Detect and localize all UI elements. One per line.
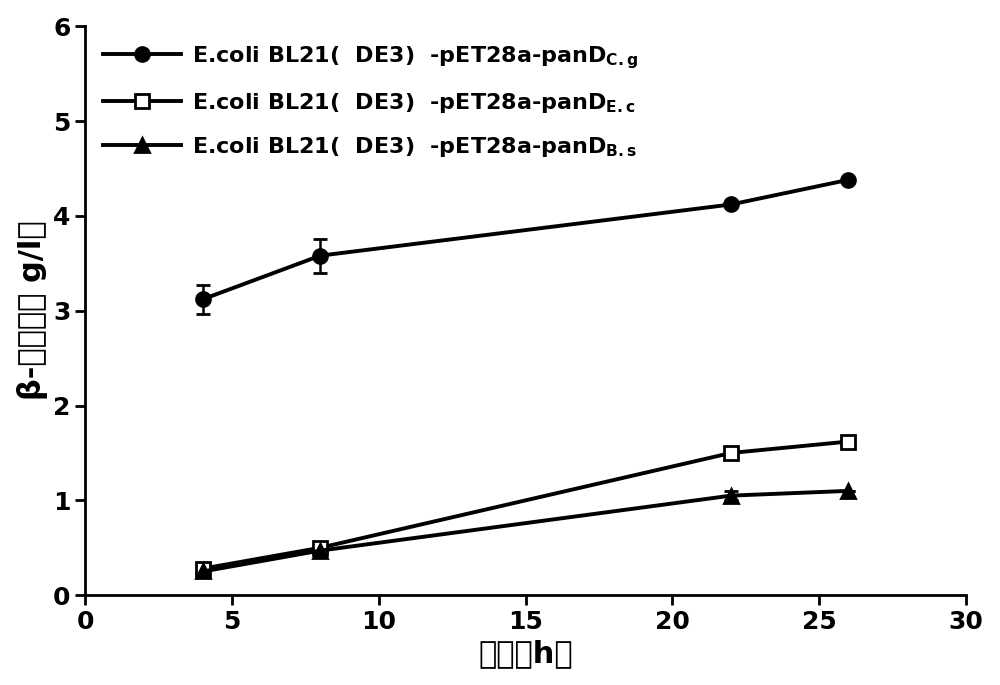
X-axis label: 时间（h）: 时间（h）	[478, 639, 573, 669]
Legend: E.coli BL21(  DE3)  -pET28a-panD$\mathbf{_{C.g}}$, E.coli BL21(  DE3)  -pET28a-p: E.coli BL21( DE3) -pET28a-panD$\mathbf{_…	[96, 37, 645, 165]
Y-axis label: β-丙氨酸（ g/l）: β-丙氨酸（ g/l）	[17, 221, 48, 401]
